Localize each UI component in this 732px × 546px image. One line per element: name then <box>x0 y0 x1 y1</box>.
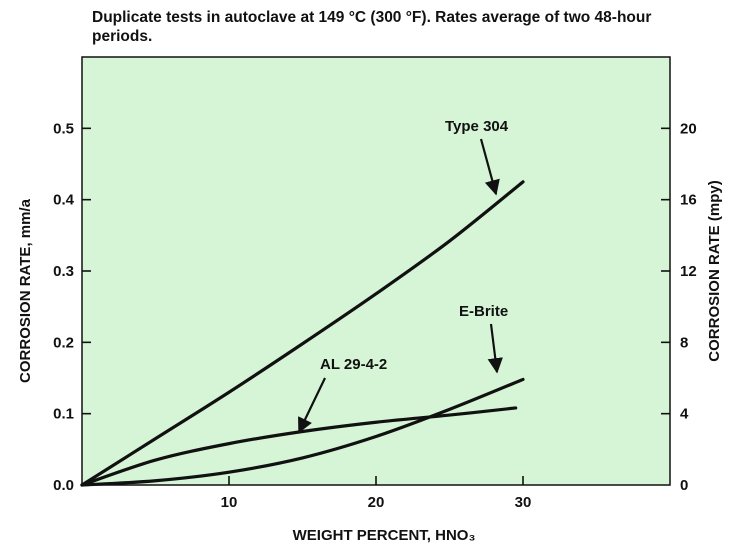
y-right-tick-label: 12 <box>680 263 697 280</box>
bottom-axis: 10 20 30 <box>221 476 532 511</box>
y-right-tick-label: 0 <box>680 477 688 494</box>
annotation-layer: Type 304 E-Brite AL 29-4-2 <box>298 118 509 434</box>
left-axis: 0.0 0.1 0.2 0.3 0.4 0.5 <box>53 120 91 494</box>
y-right-tick-label: 8 <box>680 334 688 351</box>
x-tick-label: 20 <box>368 494 385 511</box>
y-right-tick-label: 16 <box>680 192 697 209</box>
plot-area <box>81 56 671 486</box>
y-left-tick-label: 0.5 <box>53 120 74 137</box>
x-axis-title: WEIGHT PERCENT, HNO₃ <box>293 527 476 544</box>
annotation-arrow-al-29-4-2 <box>298 377 326 434</box>
annotation-label-type-304: Type 304 <box>445 118 509 135</box>
x-tick-label: 10 <box>221 494 238 511</box>
right-axis: 0 4 8 12 16 20 <box>661 120 697 494</box>
y-right-tick-label: 4 <box>680 406 689 423</box>
annotation-arrow-e-brite <box>487 323 503 374</box>
chart-title: Duplicate tests in autoclave at 149 °C (… <box>92 9 652 45</box>
y-left-tick-label: 0.1 <box>53 406 74 423</box>
y-left-tick-label: 0.0 <box>53 477 74 494</box>
series-line-type-304 <box>80 180 525 487</box>
x-tick-label: 30 <box>515 494 532 511</box>
y-axis-title-left: CORROSION RATE, mm/a <box>17 198 34 383</box>
series-line-e-brite <box>80 377 525 487</box>
y-left-tick-label: 0.2 <box>53 334 74 351</box>
y-left-tick-label: 0.3 <box>53 263 74 280</box>
annotation-label-e-brite: E-Brite <box>459 303 508 320</box>
y-right-tick-label: 20 <box>680 120 697 137</box>
annotation-arrow-type-304 <box>479 138 500 196</box>
annotation-label-al-29-4-2: AL 29-4-2 <box>320 356 387 373</box>
y-left-tick-label: 0.4 <box>53 192 75 209</box>
y-axis-title-right: CORROSION RATE (mpy) <box>706 180 723 361</box>
